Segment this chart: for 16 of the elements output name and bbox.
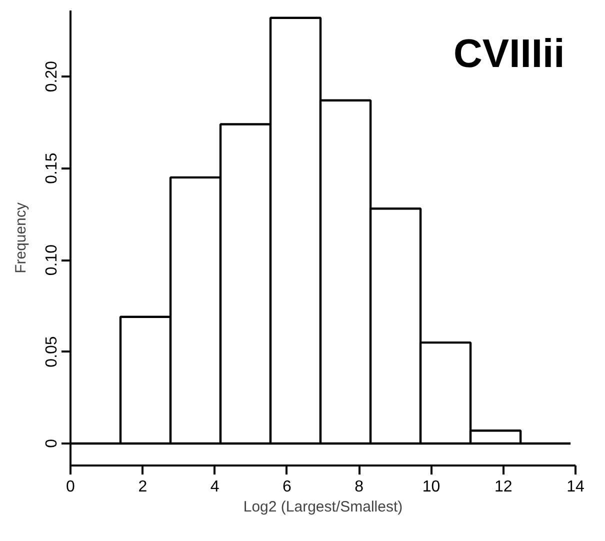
y-tick-label: 0 (44, 438, 60, 448)
x-tick-label: 10 (422, 478, 440, 496)
x-tick-label: 6 (282, 478, 292, 496)
x-tick-label: 12 (494, 478, 512, 496)
y-tick-label: 0.15 (44, 152, 60, 184)
x-tick-label: 8 (354, 478, 364, 496)
x-tick-label: 14 (566, 478, 584, 496)
x-tick-label: 0 (66, 478, 76, 496)
x-axis-title: Log2 (Largest/Smallest) (243, 498, 403, 516)
x-tick-label: 2 (138, 478, 148, 496)
text: CVIIIii (454, 32, 565, 76)
y-tick-label: 0.05 (44, 336, 60, 368)
y-tick-label: 0.20 (44, 60, 60, 92)
y-tick-label: 0.10 (44, 244, 60, 276)
x-tick-label: 4 (210, 478, 220, 496)
y-axis-title: Frequency (12, 202, 30, 274)
